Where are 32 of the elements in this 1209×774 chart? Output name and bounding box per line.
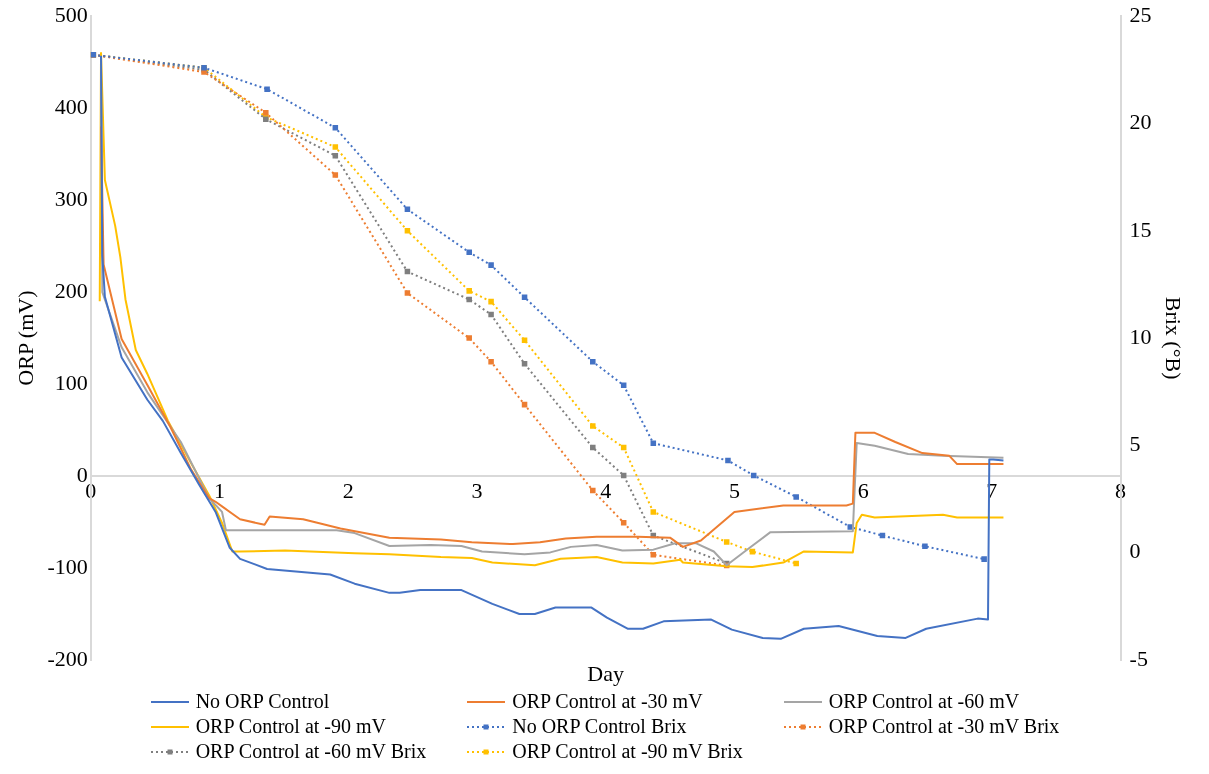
y-axis-title: ORP (mV) <box>12 290 38 386</box>
legend-label: ORP Control at -90 mV Brix <box>512 740 743 763</box>
y-tick-label: 300 <box>54 185 88 211</box>
y2-tick-label: 15 <box>1129 216 1152 242</box>
x-tick-label: 3 <box>471 478 483 504</box>
y-tick-label: 500 <box>54 1 88 27</box>
y2-tick-label: -5 <box>1129 645 1148 671</box>
y2-tick-label: 0 <box>1129 538 1141 564</box>
x-tick-label: 4 <box>600 478 612 504</box>
y-tick-label: 400 <box>54 93 88 119</box>
y-tick-label: 200 <box>54 277 88 303</box>
y-tick-label: 0 <box>76 461 88 487</box>
legend-label: ORP Control at -30 mV Brix <box>828 715 1060 738</box>
x-tick-label: 5 <box>728 478 740 504</box>
y-tick-label: -200 <box>47 645 88 671</box>
x-tick-label: 1 <box>213 478 225 504</box>
legend-label: No ORP Control <box>195 690 330 713</box>
y2-tick-label: 20 <box>1129 109 1152 135</box>
y2-tick-label: 10 <box>1129 323 1152 349</box>
legend-label: ORP Control at -90 mV <box>195 715 386 738</box>
legend-label: No ORP Control Brix <box>512 715 687 738</box>
legend-label: ORP Control at -30 mV <box>512 690 703 713</box>
legend-label: ORP Control at -60 mV Brix <box>195 740 427 763</box>
y-tick-label: -100 <box>47 553 88 579</box>
legend-label: ORP Control at -60 mV <box>828 690 1020 713</box>
y2-axis-title: Brix (°B) <box>1161 296 1187 380</box>
x-tick-label: 2 <box>342 478 354 504</box>
y-tick-label: 100 <box>54 369 88 395</box>
x-tick-label: 6 <box>857 478 869 504</box>
y2-tick-label: 25 <box>1129 1 1152 27</box>
x-axis-title: Day <box>587 660 624 686</box>
y2-tick-label: 5 <box>1129 431 1141 457</box>
